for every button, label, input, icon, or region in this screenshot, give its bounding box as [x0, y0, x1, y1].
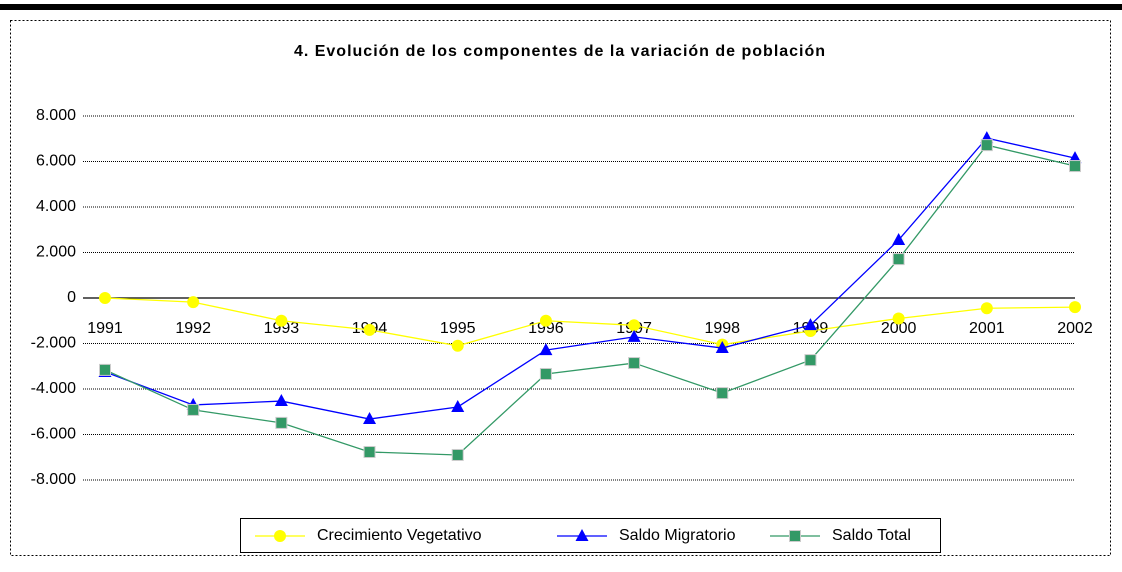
marker — [99, 363, 111, 376]
series-line — [104, 297, 1076, 347]
marker — [451, 339, 464, 352]
x-tick-label: 1998 — [704, 320, 740, 337]
marker — [1069, 160, 1081, 173]
marker — [892, 312, 905, 325]
legend-marker — [789, 530, 801, 542]
series-line — [104, 144, 1076, 456]
marker — [363, 323, 376, 336]
marker — [980, 139, 993, 152]
y-tick-label: -4.000 — [31, 380, 76, 397]
chart-frame — [10, 20, 1111, 556]
y-tick-label: -6.000 — [31, 426, 76, 443]
chart-title: 4. Evolución de los componentes de la va… — [294, 43, 826, 60]
marker — [539, 314, 552, 327]
y-tick-label: 8.000 — [36, 107, 76, 124]
y-tick-label: 6.000 — [36, 153, 76, 170]
x-tick-label: 2000 — [881, 320, 917, 337]
x-tick-label: 1996 — [528, 320, 564, 337]
marker — [892, 253, 905, 266]
marker — [187, 296, 200, 309]
y-tick-label: -8.000 — [31, 471, 76, 488]
y-tick-label: 2.000 — [36, 244, 76, 261]
legend-marker — [575, 529, 589, 541]
marker — [451, 448, 464, 461]
x-tick-label: 2002 — [1057, 320, 1093, 337]
marker — [99, 292, 111, 304]
marker — [275, 416, 288, 429]
marker — [1069, 301, 1081, 314]
y-tick-label: 4.000 — [36, 198, 76, 215]
marker — [627, 329, 641, 342]
marker — [980, 302, 993, 315]
top-rule — [0, 4, 1122, 10]
marker — [628, 319, 641, 332]
marker — [274, 394, 288, 407]
marker — [628, 357, 641, 370]
marker — [187, 403, 200, 416]
marker — [451, 399, 465, 412]
marker — [275, 314, 288, 327]
marker — [363, 446, 376, 459]
x-tick-label: 2001 — [969, 320, 1005, 337]
marker — [715, 341, 729, 354]
x-tick-label: 1995 — [440, 320, 476, 337]
legend-label: Saldo Total — [832, 527, 911, 544]
marker — [892, 232, 906, 245]
marker — [539, 343, 553, 356]
legend-marker — [274, 530, 286, 542]
x-tick-label: 1991 — [87, 320, 123, 337]
x-tick-label: 1992 — [175, 320, 211, 337]
marker — [363, 412, 377, 425]
marker — [804, 354, 817, 367]
legend-label: Crecimiento Vegetativo — [317, 527, 482, 544]
y-tick-label: -2.000 — [31, 335, 76, 352]
marker — [539, 367, 552, 380]
marker — [803, 318, 817, 331]
y-tick-label: 0 — [67, 289, 76, 306]
series-line — [104, 137, 1076, 420]
marker — [716, 387, 729, 400]
legend-label: Saldo Migratorio — [619, 527, 736, 544]
x-tick-label: 1993 — [264, 320, 300, 337]
